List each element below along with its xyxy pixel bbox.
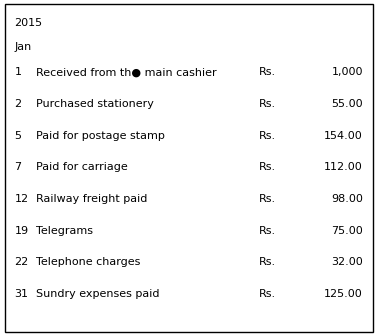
Text: 1,000: 1,000 bbox=[332, 67, 363, 77]
Text: Rs.: Rs. bbox=[259, 289, 276, 299]
Text: 125.00: 125.00 bbox=[324, 289, 363, 299]
Text: Rs.: Rs. bbox=[259, 162, 276, 172]
Text: Rs.: Rs. bbox=[259, 257, 276, 267]
Text: 75.00: 75.00 bbox=[331, 226, 363, 236]
Text: Rs.: Rs. bbox=[259, 194, 276, 204]
Text: 112.00: 112.00 bbox=[324, 162, 363, 172]
Text: Rs.: Rs. bbox=[259, 226, 276, 236]
Text: Received from th● main cashier: Received from th● main cashier bbox=[36, 67, 217, 77]
Text: 19: 19 bbox=[14, 226, 28, 236]
Text: 12: 12 bbox=[14, 194, 28, 204]
Text: Sundry expenses paid: Sundry expenses paid bbox=[36, 289, 160, 299]
Text: Paid for postage stamp: Paid for postage stamp bbox=[36, 131, 165, 141]
Text: Rs.: Rs. bbox=[259, 131, 276, 141]
Text: 2: 2 bbox=[14, 99, 22, 109]
Text: 5: 5 bbox=[14, 131, 22, 141]
Text: Telegrams: Telegrams bbox=[36, 226, 93, 236]
Text: 22: 22 bbox=[14, 257, 29, 267]
Text: Rs.: Rs. bbox=[259, 67, 276, 77]
Text: Paid for carriage: Paid for carriage bbox=[36, 162, 128, 172]
Text: 98.00: 98.00 bbox=[331, 194, 363, 204]
Text: 154.00: 154.00 bbox=[324, 131, 363, 141]
Text: Telephone charges: Telephone charges bbox=[36, 257, 140, 267]
Text: 32.00: 32.00 bbox=[331, 257, 363, 267]
Text: Rs.: Rs. bbox=[259, 99, 276, 109]
Text: 1: 1 bbox=[14, 67, 22, 77]
Text: 55.00: 55.00 bbox=[331, 99, 363, 109]
Text: Jan: Jan bbox=[14, 42, 32, 52]
Text: Purchased stationery: Purchased stationery bbox=[36, 99, 154, 109]
Text: 31: 31 bbox=[14, 289, 28, 299]
Text: Railway freight paid: Railway freight paid bbox=[36, 194, 147, 204]
Text: 2015: 2015 bbox=[14, 18, 42, 29]
Text: 7: 7 bbox=[14, 162, 22, 172]
FancyBboxPatch shape bbox=[5, 4, 373, 332]
